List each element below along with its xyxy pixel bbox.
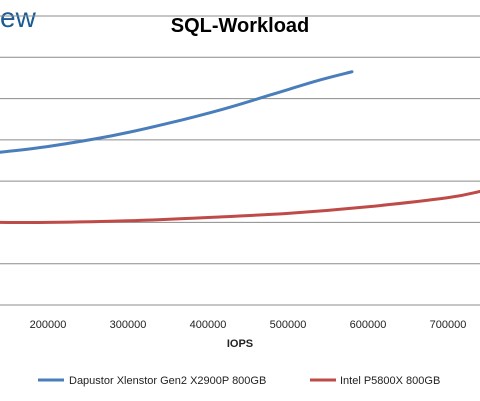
x-tick-label: 600000 bbox=[350, 319, 387, 331]
legend-label-2: Intel P5800X 800GB bbox=[340, 375, 440, 387]
brand-logo-text: ew bbox=[0, 2, 37, 33]
x-tick-label: 700000 bbox=[430, 319, 467, 331]
legend-label-1: Dapustor Xlenstor Gen2 X2900P 800GB bbox=[69, 375, 266, 387]
x-tick-label: 300000 bbox=[110, 319, 147, 331]
chart-title: SQL-Workload bbox=[171, 15, 310, 37]
x-axis-ticks: 200000 300000 400000 500000 600000 700000 bbox=[30, 319, 467, 331]
gridlines bbox=[0, 15, 480, 265]
x-axis-title: IOPS bbox=[227, 338, 253, 350]
x-tick-label: 500000 bbox=[270, 319, 307, 331]
series-line-1 bbox=[0, 70, 354, 154]
x-tick-label: 200000 bbox=[30, 319, 67, 331]
series-lines bbox=[0, 70, 480, 225]
x-tick-label: 400000 bbox=[190, 319, 227, 331]
series-line-2 bbox=[0, 189, 480, 225]
legend: Dapustor Xlenstor Gen2 X2900P 800GB Intel… bbox=[38, 375, 440, 387]
